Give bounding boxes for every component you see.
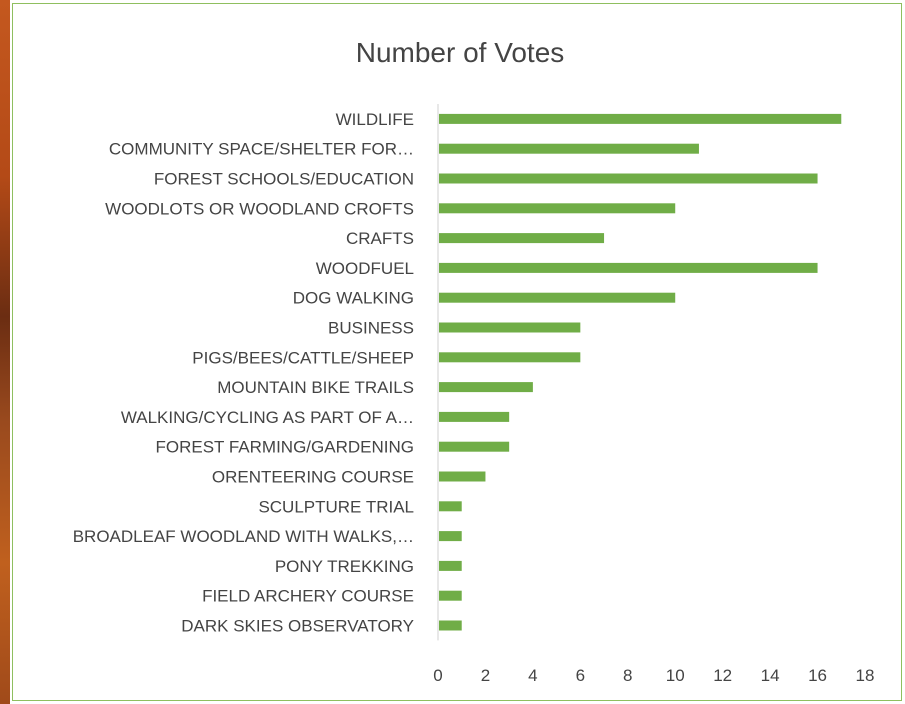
- bar: [439, 531, 462, 542]
- category-label: FIELD ARCHERY COURSE: [202, 587, 414, 606]
- category-label: PONY TREKKING: [275, 557, 414, 576]
- x-tick-label: 2: [481, 666, 490, 685]
- chart-title: Number of Votes: [356, 37, 565, 68]
- category-label: MOUNTAIN BIKE TRAILS: [217, 378, 414, 397]
- category-label: ORENTEERING COURSE: [212, 468, 414, 487]
- bar-chart: Number of Votes WILDLIFE COMMUNITY SPACE/…: [73, 37, 875, 685]
- x-tick-labels: 0 2 4 6 8 10 12 14 16 18: [433, 666, 874, 685]
- category-label: FOREST SCHOOLS/EDUCATION: [154, 170, 414, 189]
- category-label: COMMUNITY SPACE/SHELTER FOR…: [109, 140, 414, 159]
- category-label: DARK SKIES OBSERVATORY: [181, 617, 414, 636]
- x-tick-label: 8: [623, 666, 632, 685]
- bar: [439, 560, 462, 571]
- bar: [439, 382, 533, 393]
- category-label: WALKING/CYCLING AS PART OF A…: [121, 408, 414, 427]
- x-tick-label: 0: [433, 666, 442, 685]
- bar: [439, 292, 676, 303]
- bar: [439, 590, 462, 601]
- x-tick-label: 10: [666, 666, 685, 685]
- bar: [439, 501, 462, 512]
- bar: [439, 262, 818, 273]
- x-tick-label: 4: [528, 666, 537, 685]
- category-label: DOG WALKING: [293, 289, 414, 308]
- category-label: BROADLEAF WOODLAND WITH WALKS,…: [73, 527, 414, 546]
- bars-group: [439, 113, 842, 631]
- category-label: BUSINESS: [328, 319, 414, 338]
- category-label: SCULPTURE TRIAL: [258, 497, 414, 516]
- background-photo-strip: [0, 0, 10, 704]
- bar: [439, 173, 818, 184]
- bar: [439, 620, 462, 631]
- bar: [439, 143, 699, 154]
- x-tick-label: 6: [576, 666, 585, 685]
- x-tick-label: 18: [856, 666, 875, 685]
- bar: [439, 203, 676, 214]
- category-labels: WILDLIFE COMMUNITY SPACE/SHELTER FOR… FORE…: [73, 110, 414, 636]
- bar: [439, 411, 510, 422]
- x-tick-label: 14: [761, 666, 780, 685]
- bar: [439, 233, 605, 244]
- chart-frame: Number of Votes WILDLIFE COMMUNITY SPACE/…: [12, 3, 902, 701]
- category-label: FOREST FARMING/GARDENING: [156, 438, 415, 457]
- bar: [439, 471, 486, 482]
- category-label: WOODFUEL: [316, 259, 414, 278]
- bar: [439, 352, 581, 363]
- x-tick-label: 16: [808, 666, 827, 685]
- bar: [439, 441, 510, 452]
- bar: [439, 113, 842, 124]
- category-label: WILDLIFE: [336, 110, 414, 129]
- category-label: PIGS/BEES/CATTLE/SHEEP: [192, 348, 414, 367]
- bar: [439, 322, 581, 333]
- category-label: CRAFTS: [346, 229, 414, 248]
- x-tick-label: 12: [713, 666, 732, 685]
- category-label: WOODLOTS OR WOODLAND CROFTS: [105, 199, 414, 218]
